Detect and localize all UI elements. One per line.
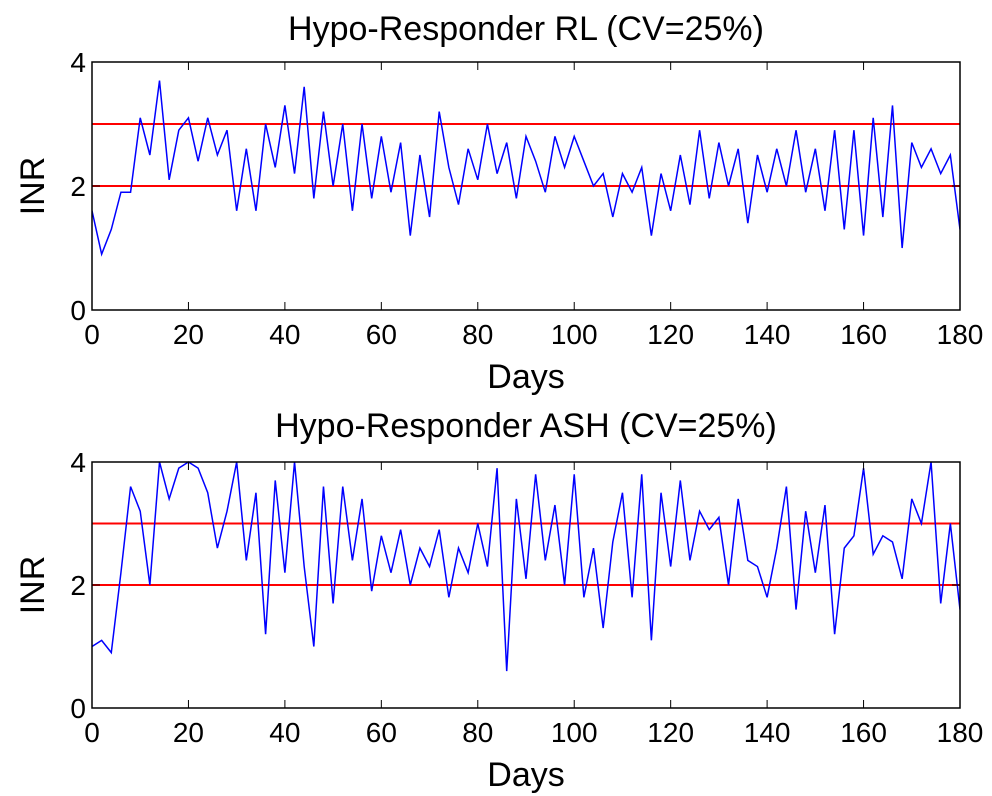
x-tick-label: 20 <box>173 319 204 350</box>
x-tick-label: 180 <box>937 717 984 748</box>
y-tick-label: 2 <box>70 570 86 601</box>
x-tick-label: 40 <box>269 717 300 748</box>
y-axis-label: INR <box>14 556 52 615</box>
x-tick-label: 40 <box>269 319 300 350</box>
x-axis-label: Days <box>487 358 564 396</box>
x-tick-label: 100 <box>551 319 598 350</box>
y-tick-label: 0 <box>70 693 86 724</box>
y-tick-label: 2 <box>70 171 86 202</box>
x-tick-label: 0 <box>84 319 100 350</box>
x-tick-label: 140 <box>744 717 791 748</box>
x-axis-label: Days <box>487 756 564 794</box>
x-tick-label: 80 <box>462 717 493 748</box>
chart-title: Hypo-Responder RL (CV=25%) <box>288 10 764 48</box>
x-tick-label: 100 <box>551 717 598 748</box>
x-tick-label: 160 <box>840 319 887 350</box>
data-line <box>92 80 960 257</box>
x-tick-label: 0 <box>84 717 100 748</box>
x-tick-label: 80 <box>462 319 493 350</box>
x-tick-label: 120 <box>647 319 694 350</box>
x-tick-label: 180 <box>937 319 984 350</box>
x-tick-label: 60 <box>366 319 397 350</box>
x-tick-label: 140 <box>744 319 791 350</box>
y-tick-label: 4 <box>70 447 86 478</box>
x-tick-label: 120 <box>647 717 694 748</box>
y-tick-label: 4 <box>70 47 86 78</box>
x-tick-label: 160 <box>840 717 887 748</box>
x-tick-label: 60 <box>366 717 397 748</box>
y-axis-label: INR <box>14 157 52 216</box>
chart-title: Hypo-Responder ASH (CV=25%) <box>275 407 777 445</box>
x-tick-label: 20 <box>173 717 204 748</box>
y-tick-label: 0 <box>70 295 86 326</box>
